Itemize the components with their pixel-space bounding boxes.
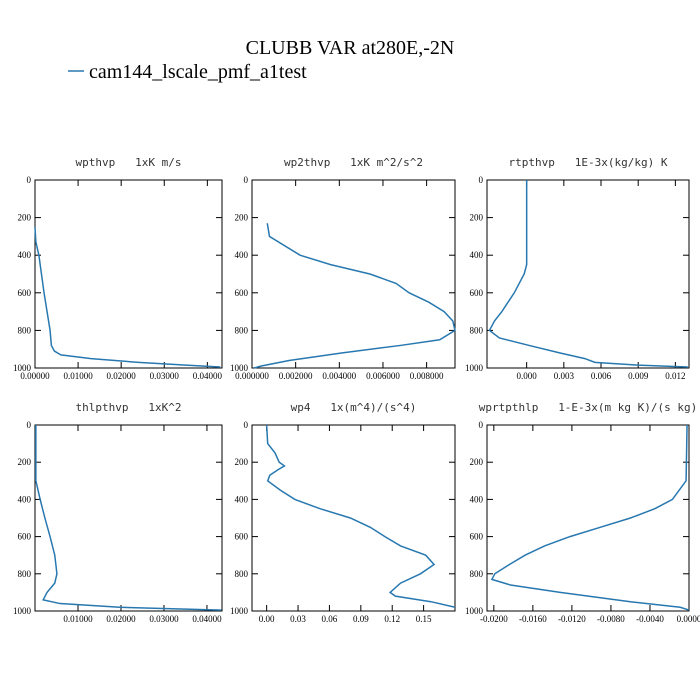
x-tick-label: 0.01000	[63, 371, 93, 381]
panel-title: rtpthvp 1E-3x(kg/kg) K	[509, 156, 668, 169]
y-tick-label: 800	[18, 569, 32, 579]
plot-frame	[34, 179, 223, 369]
panel-title: wp4 1x(m^4)/(s^4)	[291, 401, 417, 414]
x-tick-label: 0.04000	[193, 371, 223, 381]
y-tick-label: 400	[470, 250, 484, 260]
x-tick-label: 0.03	[290, 614, 306, 624]
figure-title: CLUBB VAR at280E,-2N	[246, 37, 455, 59]
data-line	[265, 424, 456, 609]
data-line	[490, 424, 690, 611]
y-tick-label: 1000	[13, 606, 32, 616]
plot-frame	[251, 424, 456, 612]
x-tick-label: 0.09	[353, 614, 369, 624]
y-tick-label: 600	[470, 532, 484, 542]
x-tick-label: 0.06	[322, 614, 338, 624]
x-tick-label: 0.000	[517, 371, 538, 381]
x-tick-label: 0.00000	[20, 371, 50, 381]
y-tick-label: 400	[470, 494, 484, 504]
y-tick-label: 200	[18, 457, 32, 467]
y-tick-label: 600	[235, 532, 249, 542]
x-tick-label: 0.00	[259, 614, 275, 624]
x-tick-label: -0.0040	[636, 614, 664, 624]
data-line	[253, 223, 456, 369]
plot-frame	[34, 424, 223, 612]
y-tick-label: 200	[470, 457, 484, 467]
x-tick-label: 0.0000	[677, 614, 700, 624]
panel-title: thlpthvp 1xK^2	[76, 401, 182, 414]
y-tick-label: 800	[470, 325, 484, 335]
y-tick-label: 1000	[465, 363, 484, 373]
y-tick-label: 0	[244, 175, 249, 185]
y-tick-label: 400	[235, 250, 249, 260]
y-tick-label: 800	[470, 569, 484, 579]
y-tick-label: 800	[18, 325, 32, 335]
plot-frame	[486, 424, 690, 612]
plot-frame	[251, 179, 456, 369]
data-line	[34, 226, 221, 368]
x-tick-label: 0.01000	[63, 614, 93, 624]
x-tick-label: 0.012	[665, 371, 685, 381]
x-tick-label: -0.0200	[480, 614, 508, 624]
y-tick-label: 800	[235, 569, 249, 579]
x-tick-label: 0.03000	[149, 614, 179, 624]
x-tick-label: 0.12	[384, 614, 400, 624]
panel-title: wprtpthlp 1-E-3x(m kg K)/(s kg)	[479, 401, 698, 414]
y-tick-label: 600	[470, 288, 484, 298]
x-tick-label: 0.02000	[107, 371, 137, 381]
y-tick-label: 400	[235, 494, 249, 504]
plot-frame	[486, 179, 690, 369]
y-tick-label: 0	[479, 175, 484, 185]
y-tick-label: 1000	[13, 363, 32, 373]
y-tick-label: 0	[27, 420, 32, 430]
y-tick-label: 0	[244, 420, 249, 430]
y-tick-label: 600	[18, 288, 32, 298]
y-tick-label: 400	[18, 494, 32, 504]
legend-label: cam144_lscale_pmf_a1test	[89, 61, 307, 83]
x-tick-label: 0.15	[416, 614, 432, 624]
x-tick-label: 0.009	[628, 371, 649, 381]
data-line	[35, 425, 222, 611]
y-tick-label: 600	[235, 288, 249, 298]
y-tick-label: 0	[479, 420, 484, 430]
y-tick-label: 200	[470, 213, 484, 223]
y-tick-label: 200	[235, 213, 249, 223]
x-tick-label: 0.008000	[410, 371, 444, 381]
panel-title: wp2thvp 1xK m^2/s^2	[284, 156, 423, 169]
x-tick-label: 0.002000	[279, 371, 313, 381]
x-tick-label: -0.0080	[597, 614, 625, 624]
y-tick-label: 400	[18, 250, 32, 260]
x-tick-label: 0.02000	[106, 614, 136, 624]
y-tick-label: 0	[27, 175, 32, 185]
x-tick-label: 0.003	[554, 371, 575, 381]
x-tick-label: 0.03000	[150, 371, 180, 381]
x-tick-label: 0.04000	[192, 614, 222, 624]
x-tick-label: -0.0160	[519, 614, 547, 624]
y-tick-label: 1000	[230, 606, 249, 616]
x-tick-label: 0.006000	[366, 371, 400, 381]
y-tick-label: 600	[18, 532, 32, 542]
data-line	[488, 180, 688, 368]
y-tick-label: 1000	[465, 606, 484, 616]
y-tick-label: 1000	[230, 363, 249, 373]
panel-title: wpthvp 1xK m/s	[76, 156, 182, 169]
y-tick-label: 200	[235, 457, 249, 467]
x-tick-label: 0.006	[591, 371, 612, 381]
x-tick-label: 0.004000	[322, 371, 356, 381]
x-tick-label: -0.0120	[558, 614, 586, 624]
y-tick-label: 800	[235, 325, 249, 335]
x-tick-label: 0.000000	[235, 371, 269, 381]
y-tick-label: 200	[18, 213, 32, 223]
